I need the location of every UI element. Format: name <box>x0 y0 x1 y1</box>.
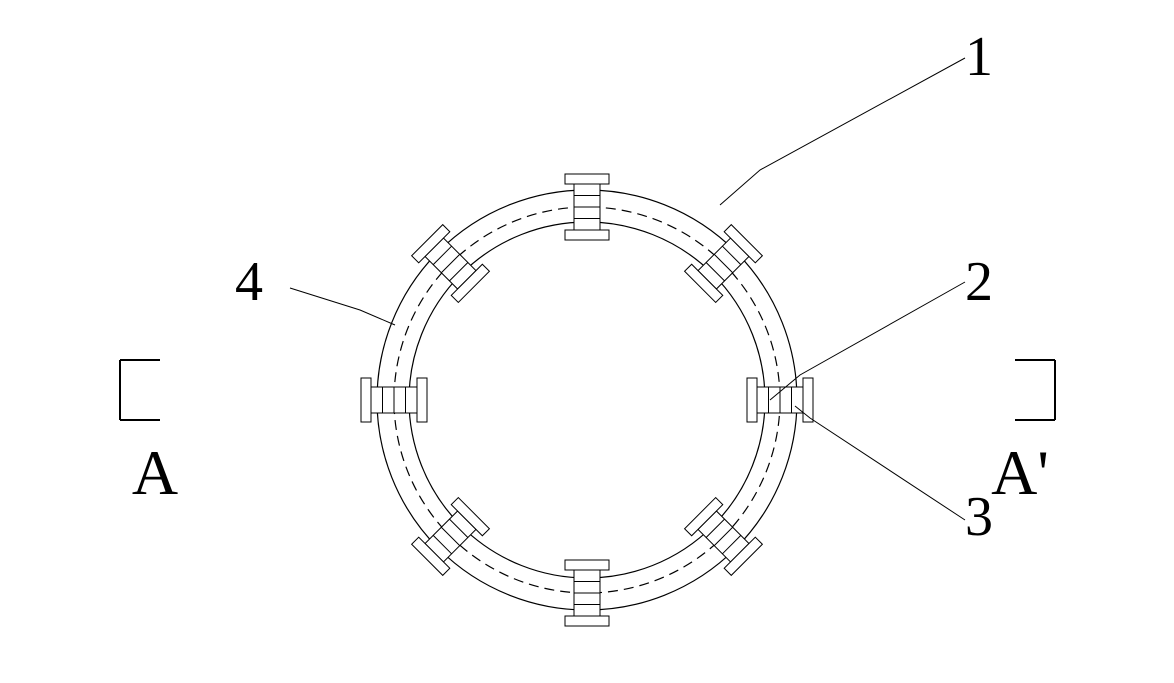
bolt <box>747 378 813 422</box>
section-mark-label: A <box>132 437 178 508</box>
bolt <box>361 378 427 422</box>
bolt <box>685 225 763 303</box>
bolt <box>412 498 490 576</box>
callout-label: 2 <box>965 251 993 313</box>
leader-line <box>720 58 965 205</box>
bolt <box>565 174 609 240</box>
bolt <box>565 560 609 626</box>
bolt <box>685 498 763 576</box>
callout-label: 4 <box>235 251 263 313</box>
leader-line <box>290 288 395 325</box>
callout-label: 1 <box>965 26 993 88</box>
flange-diagram: A A' 1 2 3 4 <box>0 0 1174 683</box>
bolt <box>412 225 490 303</box>
callout-label: 3 <box>965 486 993 548</box>
section-mark-label: A' <box>991 437 1049 508</box>
leader-line <box>770 282 965 400</box>
leader-line <box>795 406 965 520</box>
section-mark: A <box>120 360 178 508</box>
section-mark: A' <box>991 360 1055 508</box>
